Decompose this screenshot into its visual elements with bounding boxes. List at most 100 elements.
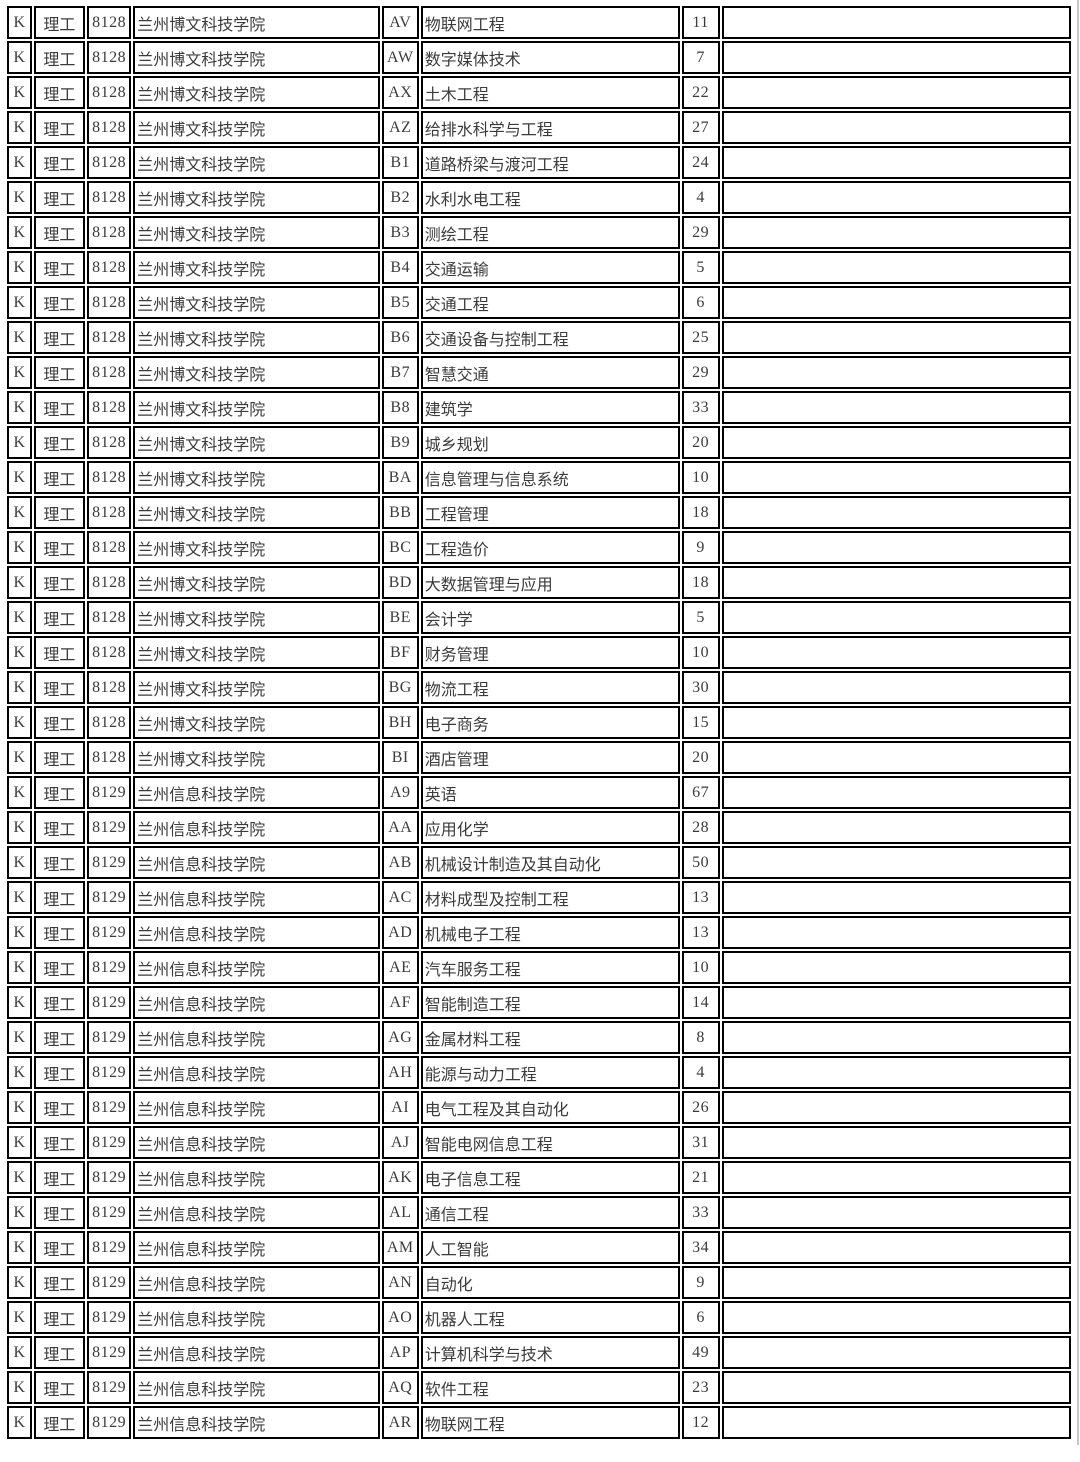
cell-plan_count: 9 — [681, 1266, 720, 1299]
cell-category: K — [7, 356, 32, 389]
cell-major_name: 信息管理与信息系统 — [420, 461, 680, 494]
cell-category: K — [7, 951, 32, 984]
cell-plan_count: 25 — [681, 321, 720, 354]
cell-major_code: AI — [381, 1091, 419, 1124]
cell-major_code: AF — [381, 986, 419, 1019]
cell-major_name: 软件工程 — [420, 1371, 680, 1404]
cell-school_code: 8129 — [87, 1161, 132, 1194]
cell-note — [721, 41, 1071, 74]
cell-major_name: 通信工程 — [420, 1196, 680, 1229]
table-row: K 理工 8128 兰州博文科技学院 BF 财务管理 10 — [7, 636, 1071, 669]
cell-note — [721, 286, 1071, 319]
cell-subject_type: 理工 — [33, 1406, 86, 1439]
cell-major_name: 材料成型及控制工程 — [420, 881, 680, 914]
cell-category: K — [7, 671, 32, 704]
cell-major_code: BC — [381, 531, 419, 564]
table-row: K 理工 8128 兰州博文科技学院 BI 酒店管理 20 — [7, 741, 1071, 774]
cell-major_name: 给排水科学与工程 — [420, 111, 680, 144]
cell-note — [721, 741, 1071, 774]
cell-major_name: 机器人工程 — [420, 1301, 680, 1334]
cell-note — [721, 426, 1071, 459]
table-row: K 理工 8129 兰州信息科技学院 AD 机械电子工程 13 — [7, 916, 1071, 949]
cell-subject_type: 理工 — [33, 776, 86, 809]
cell-plan_count: 14 — [681, 986, 720, 1019]
cell-subject_type: 理工 — [33, 496, 86, 529]
cell-major_code: AG — [381, 1021, 419, 1054]
cell-note — [721, 321, 1071, 354]
cell-major_name: 会计学 — [420, 601, 680, 634]
cell-subject_type: 理工 — [33, 6, 86, 39]
cell-school_code: 8128 — [87, 706, 132, 739]
table-row: K 理工 8129 兰州信息科技学院 AR 物联网工程 12 — [7, 1406, 1071, 1439]
cell-school_code: 8128 — [87, 111, 132, 144]
cell-note — [721, 181, 1071, 214]
cell-plan_count: 49 — [681, 1336, 720, 1369]
cell-school_name: 兰州博文科技学院 — [133, 181, 380, 214]
cell-school_code: 8128 — [87, 76, 132, 109]
cell-school_name: 兰州博文科技学院 — [133, 531, 380, 564]
cell-school_name: 兰州信息科技学院 — [133, 1021, 380, 1054]
cell-note — [721, 1091, 1071, 1124]
cell-note — [721, 1336, 1071, 1369]
table-row: K 理工 8129 兰州信息科技学院 AO 机器人工程 6 — [7, 1301, 1071, 1334]
cell-category: K — [7, 1021, 32, 1054]
cell-school_code: 8129 — [87, 846, 132, 879]
table-row: K 理工 8128 兰州博文科技学院 BB 工程管理 18 — [7, 496, 1071, 529]
cell-subject_type: 理工 — [33, 286, 86, 319]
cell-major_code: AJ — [381, 1126, 419, 1159]
cell-major_name: 水利水电工程 — [420, 181, 680, 214]
cell-major_code: BI — [381, 741, 419, 774]
admission-plan-table: K 理工 8128 兰州博文科技学院 AV 物联网工程 11 K 理工 8128 兰州博文科技学院 A… — [5, 4, 1073, 1441]
cell-major_code: AR — [381, 1406, 419, 1439]
cell-subject_type: 理工 — [33, 356, 86, 389]
cell-school_name: 兰州信息科技学院 — [133, 1266, 380, 1299]
cell-note — [721, 1266, 1071, 1299]
cell-school_name: 兰州博文科技学院 — [133, 671, 380, 704]
cell-plan_count: 4 — [681, 181, 720, 214]
table-row: K 理工 8129 兰州信息科技学院 AJ 智能电网信息工程 31 — [7, 1126, 1071, 1159]
cell-note — [721, 566, 1071, 599]
cell-note — [721, 496, 1071, 529]
cell-note — [721, 216, 1071, 249]
cell-plan_count: 5 — [681, 601, 720, 634]
cell-note — [721, 1161, 1071, 1194]
cell-major_name: 智能电网信息工程 — [420, 1126, 680, 1159]
cell-school_code: 8129 — [87, 1336, 132, 1369]
cell-school_name: 兰州信息科技学院 — [133, 1301, 380, 1334]
cell-category: K — [7, 741, 32, 774]
cell-category: K — [7, 1406, 32, 1439]
cell-school_code: 8128 — [87, 741, 132, 774]
table-row: K 理工 8129 兰州信息科技学院 AP 计算机科学与技术 49 — [7, 1336, 1071, 1369]
cell-plan_count: 21 — [681, 1161, 720, 1194]
cell-note — [721, 1056, 1071, 1089]
cell-school_code: 8128 — [87, 391, 132, 424]
cell-plan_count: 20 — [681, 426, 720, 459]
cell-category: K — [7, 6, 32, 39]
cell-school_code: 8128 — [87, 356, 132, 389]
cell-subject_type: 理工 — [33, 706, 86, 739]
cell-major_name: 英语 — [420, 776, 680, 809]
cell-major_code: A9 — [381, 776, 419, 809]
cell-plan_count: 13 — [681, 881, 720, 914]
cell-category: K — [7, 986, 32, 1019]
cell-category: K — [7, 706, 32, 739]
cell-subject_type: 理工 — [33, 1336, 86, 1369]
cell-category: K — [7, 531, 32, 564]
cell-school_name: 兰州博文科技学院 — [133, 426, 380, 459]
cell-plan_count: 10 — [681, 461, 720, 494]
cell-plan_count: 23 — [681, 1371, 720, 1404]
table-row: K 理工 8128 兰州博文科技学院 B2 水利水电工程 4 — [7, 181, 1071, 214]
cell-major_name: 酒店管理 — [420, 741, 680, 774]
cell-major_name: 大数据管理与应用 — [420, 566, 680, 599]
cell-school_name: 兰州信息科技学院 — [133, 1056, 380, 1089]
cell-plan_count: 9 — [681, 531, 720, 564]
cell-major_name: 能源与动力工程 — [420, 1056, 680, 1089]
cell-major_name: 机械电子工程 — [420, 916, 680, 949]
cell-major_code: B8 — [381, 391, 419, 424]
table-row: K 理工 8129 兰州信息科技学院 AN 自动化 9 — [7, 1266, 1071, 1299]
cell-category: K — [7, 496, 32, 529]
cell-note — [721, 6, 1071, 39]
table-row: K 理工 8129 兰州信息科技学院 AG 金属材料工程 8 — [7, 1021, 1071, 1054]
cell-school_name: 兰州博文科技学院 — [133, 496, 380, 529]
cell-plan_count: 34 — [681, 1231, 720, 1264]
